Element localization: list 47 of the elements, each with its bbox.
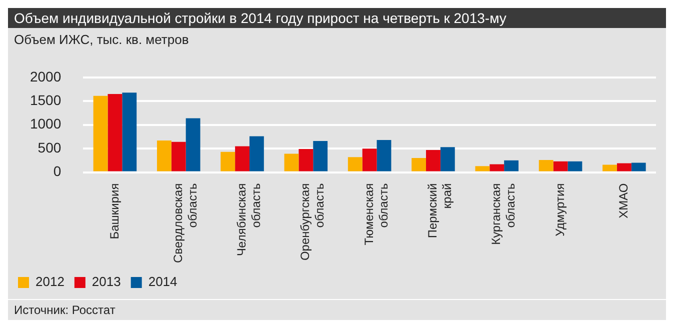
chart-title: Объем индивидуальной стройки в 2014 году прирост на четверть к 2013-му	[8, 8, 666, 28]
bar	[93, 96, 108, 172]
legend-label: 2013	[92, 274, 121, 290]
y-tick-label: 1500	[30, 92, 62, 108]
x-tick-label: ХМАО	[616, 183, 630, 218]
x-tick-label: Башкирия	[107, 183, 122, 240]
y-tick-label: 500	[38, 139, 62, 156]
bar	[553, 161, 568, 172]
bar	[313, 140, 328, 172]
bar	[108, 94, 122, 172]
bar	[440, 147, 455, 172]
bar	[490, 164, 504, 172]
bar	[249, 136, 264, 172]
bar	[538, 160, 554, 172]
bar	[568, 161, 582, 172]
bar	[602, 164, 617, 172]
bar	[504, 160, 519, 172]
y-tick-label: 0	[53, 163, 62, 180]
x-tick-label: Курганская область	[489, 183, 518, 245]
legend-label: 2012	[36, 274, 64, 290]
bar	[616, 163, 632, 172]
y-axis-title: Объем ИЖС, тыс. кв. метров	[13, 31, 190, 47]
bar	[186, 118, 200, 172]
bar	[122, 92, 137, 172]
bar	[284, 154, 299, 172]
bar	[412, 158, 426, 172]
bar	[235, 146, 250, 172]
x-tick-label: Удмуртия	[552, 183, 567, 236]
bar	[298, 149, 314, 172]
bar	[156, 140, 172, 172]
x-tick-label: Оренбургская область	[298, 183, 327, 261]
bar	[348, 157, 362, 172]
bar	[171, 142, 186, 172]
x-tick-label: Тюменская область	[362, 183, 390, 246]
x-tick-label: Челябинская область	[234, 183, 263, 256]
y-tick-label: 2000	[30, 68, 62, 84]
bar	[376, 140, 392, 172]
x-tick-label: Свердловская область	[170, 183, 200, 263]
bar	[475, 166, 490, 172]
bar	[220, 152, 236, 172]
y-tick-label: 1000	[30, 116, 62, 132]
bar	[631, 162, 646, 172]
x-tick-label: Пермский край	[426, 183, 454, 238]
legend-label: 2014	[148, 274, 178, 290]
text: Источник: Росстат	[8, 299, 666, 320]
bar	[362, 148, 377, 172]
bar	[426, 150, 440, 172]
